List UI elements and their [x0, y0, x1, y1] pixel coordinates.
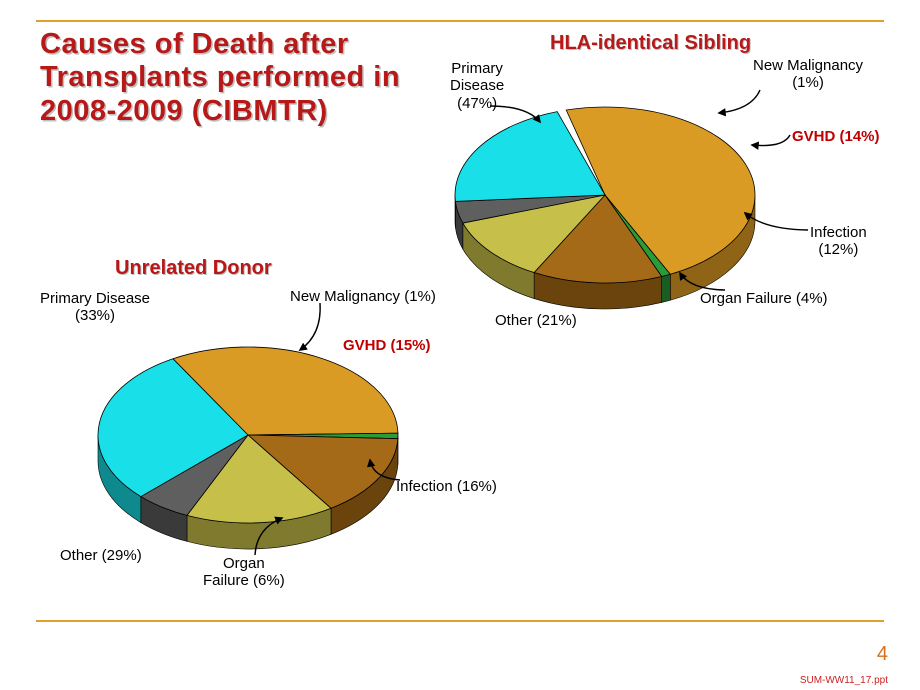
hla-pie-label: New Malignancy (1%): [753, 57, 863, 92]
hla-pie-pointer: [719, 90, 760, 113]
unrelated-pie-label: Primary Disease (33%): [40, 290, 150, 325]
footer-filename: SUM-WW11_17.ppt: [800, 675, 888, 686]
hla-pie-pointer: [752, 135, 790, 146]
unrelated-pie-label: New Malignancy (1%): [290, 288, 436, 305]
unrelated-pie-label: Infection (16%): [396, 478, 497, 495]
unrelated-pie-label: Other (29%): [60, 547, 142, 564]
hla-pie-label: Infection (12%): [810, 224, 867, 259]
hla-pie-label: Primary Disease (47%): [450, 60, 504, 112]
hla-pie-label: Other (21%): [495, 312, 577, 329]
unrelated-pie-label: GVHD (15%): [343, 337, 431, 354]
hla-pie-side: [662, 274, 671, 302]
page-number: 4: [877, 643, 888, 666]
hla-pie-label: Organ Failure (4%): [700, 290, 828, 307]
hla-pie-label: GVHD (14%): [792, 128, 880, 145]
unrelated-pie-label: Organ Failure (6%): [203, 555, 285, 590]
unrelated-pie-pointer: [300, 303, 320, 350]
